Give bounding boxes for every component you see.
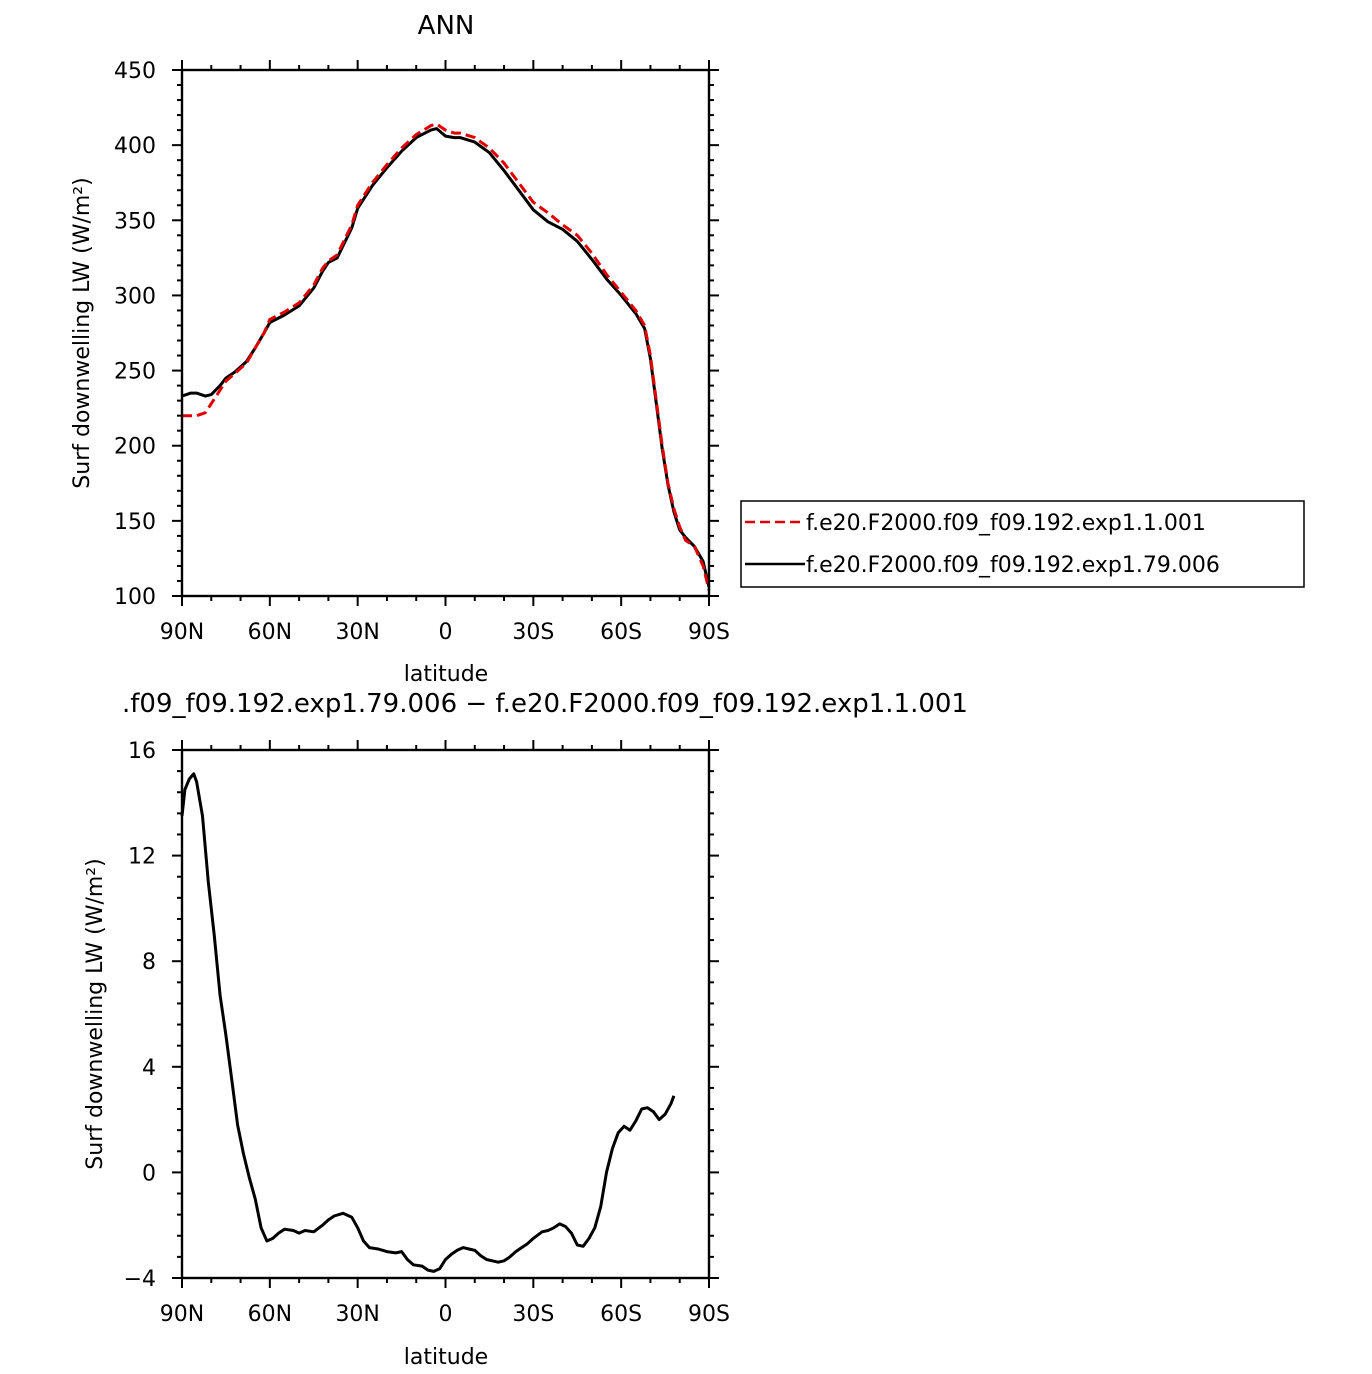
top-panel: ANN 90N 60N 30N 0 30S 60S 90S 100 150 200 250 300 35…: [70, 11, 730, 687]
bottom-x-tick-label: 30S: [512, 1302, 554, 1327]
top-plot-frame: [180, 68, 711, 598]
bottom-plot-frame: [180, 748, 711, 1280]
top-y-tick-label: 200: [114, 435, 156, 460]
bottom-y-tick-label: −4: [124, 1267, 156, 1292]
top-x-tick-label: 60S: [600, 620, 642, 645]
bottom-y-tick-label: 0: [142, 1161, 156, 1186]
top-y-tick-label: 100: [114, 585, 156, 610]
top-y-tick-label: 350: [114, 209, 156, 234]
bottom-x-tick-label: 90S: [688, 1302, 730, 1327]
top-series-line-1: [182, 122, 711, 591]
bottom-x-axis-label: latitude: [404, 1345, 488, 1370]
top-x-tick-label: 90S: [688, 620, 730, 645]
legend-entry-2: f.e20.F2000.f09_f09.192.exp1.79.006: [806, 553, 1220, 578]
bottom-x-tick-label: 90N: [160, 1302, 204, 1327]
top-ticks: [172, 60, 719, 606]
bottom-y-tick-label: 8: [142, 950, 156, 975]
bottom-y-axis-label: Surf downwelling LW (W/m²): [83, 858, 108, 1169]
top-y-tick-label: 150: [114, 510, 156, 535]
bottom-y-tick-label: 16: [128, 739, 156, 764]
top-tick-labels: 90N 60N 30N 0 30S 60S 90S 100 150 200 250 300 350 400…: [114, 59, 730, 645]
legend-box: [740, 500, 1305, 588]
top-y-tick-label: 450: [114, 59, 156, 84]
bottom-y-tick-label: 4: [142, 1056, 156, 1081]
legend-entry-1: f.e20.F2000.f09_f09.192.exp1.1.001: [806, 511, 1206, 536]
bottom-ticks: [172, 740, 719, 1288]
bottom-x-tick-label: 60S: [600, 1302, 642, 1327]
bottom-x-tick-label: 60N: [248, 1302, 292, 1327]
legend: f.e20.F2000.f09_f09.192.exp1.1.001 f.e20…: [740, 500, 1305, 588]
bottom-plot-title: .f09_f09.192.exp1.79.006 − f.e20.F2000.f…: [122, 689, 968, 719]
top-y-tick-label: 400: [114, 134, 156, 159]
top-series: [181, 122, 711, 591]
bottom-x-tick-label: 30N: [335, 1302, 379, 1327]
top-plot-title: ANN: [418, 11, 475, 41]
bottom-series: [180, 772, 676, 1273]
top-y-tick-label: 300: [114, 284, 156, 309]
bottom-series-line-1: [180, 772, 676, 1273]
top-x-tick-label: 30N: [335, 620, 379, 645]
bottom-y-tick-label: 12: [128, 845, 156, 870]
top-y-axis-label: Surf downwelling LW (W/m²): [70, 177, 95, 488]
top-x-axis-label: latitude: [404, 662, 488, 687]
top-x-tick-label: 90N: [160, 620, 204, 645]
bottom-panel: .f09_f09.192.exp1.79.006 − f.e20.F2000.f…: [83, 689, 968, 1370]
top-y-tick-label: 250: [114, 360, 156, 385]
top-x-tick-label: 30S: [512, 620, 554, 645]
bottom-tick-labels: 90N 60N 30N 0 30S 60S 90S −4 0 4 8 12 16: [124, 739, 730, 1327]
top-series-line-2: [181, 127, 711, 588]
bottom-x-tick-label: 0: [439, 1302, 453, 1327]
top-x-tick-label: 0: [439, 620, 453, 645]
top-x-tick-label: 60N: [248, 620, 292, 645]
